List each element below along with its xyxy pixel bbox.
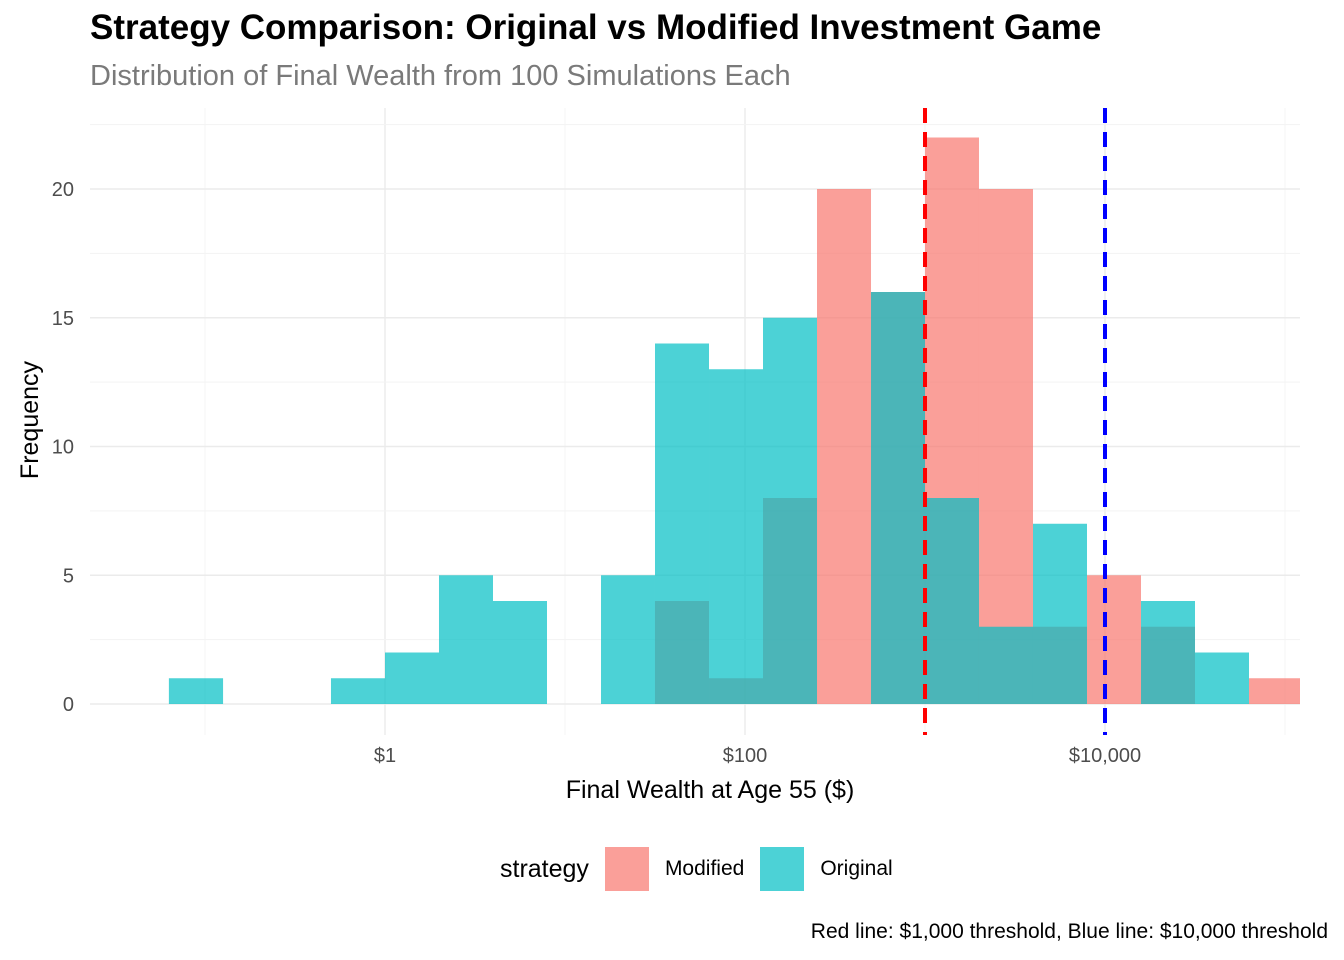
bar-original (168, 678, 224, 704)
bar-original (601, 575, 655, 704)
legend-item-original: Original (760, 847, 893, 891)
bar-original (654, 343, 710, 704)
bar-original (978, 626, 1033, 704)
y-tick-label: 5 (63, 565, 74, 587)
x-tick-labels: $1 $100 $10,000 (374, 745, 1141, 767)
bar-original (1195, 652, 1250, 704)
bar-original (438, 575, 493, 704)
legend: strategy Modified Original (500, 846, 909, 892)
bar-original (871, 292, 925, 704)
bar-modified (1249, 678, 1300, 704)
chart-title: Strategy Comparison: Original vs Modifie… (90, 8, 1102, 47)
histogram-plot: $1 $100 $10,000 0 5 10 15 20 Final Wealth at A… (16, 108, 1300, 804)
y-tick-labels: 0 5 10 15 20 (52, 179, 74, 716)
bar-original (709, 369, 764, 704)
chart-subtitle: Distribution of Final Wealth from 100 Si… (90, 60, 791, 92)
y-axis-title: Frequency (16, 360, 44, 479)
y-tick-label: 0 (63, 694, 74, 716)
y-tick-label: 20 (52, 179, 74, 201)
legend-item-modified: Modified (604, 847, 745, 891)
bar-original (1032, 523, 1087, 704)
legend-swatch-original (760, 847, 805, 891)
x-axis-title: Final Wealth at Age 55 ($) (566, 776, 855, 804)
bar-modified (1086, 575, 1142, 704)
y-tick-label: 10 (52, 437, 74, 459)
bar-modified (978, 189, 1033, 704)
bar-modified (817, 189, 872, 704)
histogram-bars (168, 137, 1300, 704)
bar-original (1141, 601, 1196, 704)
legend-label-modified: Modified (664, 857, 745, 880)
y-tick-label: 15 (52, 308, 74, 330)
legend-title: strategy (500, 854, 589, 883)
x-tick-label: $100 (723, 745, 768, 767)
bar-original (925, 498, 979, 704)
legend-swatch-modified (604, 847, 649, 891)
legend-label-original: Original (820, 857, 893, 880)
x-tick-label: $10,000 (1069, 745, 1141, 767)
reference-lines (923, 108, 1107, 735)
chart-caption: Red line: $1,000 threshold, Blue line: $… (810, 920, 1328, 943)
bar-original (763, 317, 818, 704)
bar-original (330, 678, 385, 704)
bar-original (492, 601, 547, 704)
x-tick-label: $1 (374, 745, 396, 767)
bar-original (385, 652, 439, 704)
